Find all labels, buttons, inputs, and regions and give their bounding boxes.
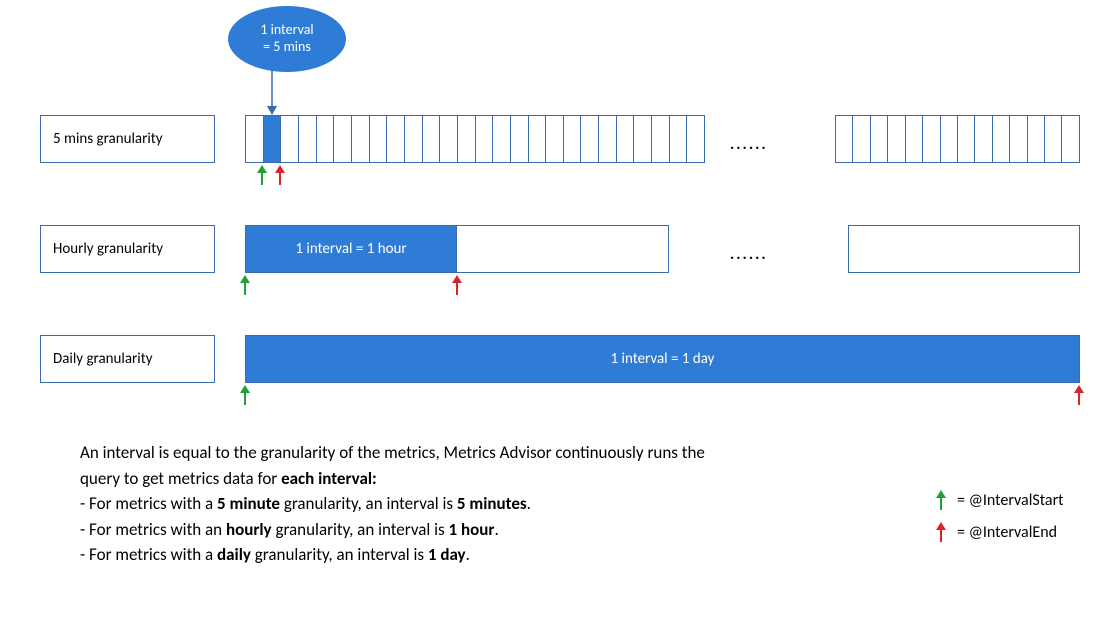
interval-cell [334, 115, 352, 163]
hourly-block-1-text: 1 interval = 1 hour [295, 240, 406, 258]
legend-start-text: = @IntervalStart [957, 491, 1064, 510]
interval-cell [299, 115, 317, 163]
desc-intro2a: query to get metrics data for [80, 468, 281, 489]
d-l3b: daily [217, 544, 251, 565]
interval-cell [975, 115, 992, 163]
d-l2d: 1 hour [449, 519, 495, 540]
daily-block: 1 interval = 1 day [245, 335, 1080, 383]
end-arrow-hourly [451, 275, 463, 300]
label-daily-text: Daily granularity [53, 350, 153, 368]
interval-cell [581, 115, 599, 163]
interval-cell [599, 115, 617, 163]
interval-cell [1010, 115, 1027, 163]
d-l2a: - For metrics with an [80, 519, 226, 540]
interval-cell [670, 115, 688, 163]
d-l2e: . [494, 519, 498, 540]
interval-cell [493, 115, 511, 163]
callout-connector [265, 70, 285, 116]
interval-cell [564, 115, 582, 163]
interval-cell [370, 115, 388, 163]
label-5min-text: 5 mins granularity [53, 130, 163, 148]
description: An interval is equal to the granularity … [80, 440, 880, 568]
interval-cell [317, 115, 335, 163]
interval-cell [1045, 115, 1062, 163]
interval-cell [476, 115, 494, 163]
daily-block-text: 1 interval = 1 day [611, 350, 715, 368]
legend-start-arrow-icon [935, 490, 947, 510]
interval-cell [853, 115, 870, 163]
interval-cell [958, 115, 975, 163]
legend-end-text: = @IntervalEnd [957, 523, 1057, 542]
d-l1c: granularity, an interval is [280, 493, 457, 514]
cells-5min-group2 [835, 115, 1080, 163]
interval-cell [906, 115, 923, 163]
interval-cell [993, 115, 1010, 163]
desc-intro1: An interval is equal to the granularity … [80, 442, 705, 463]
d-l3c: granularity, an interval is [251, 544, 428, 565]
d-l2c: granularity, an interval is [272, 519, 449, 540]
interval-cell [546, 115, 564, 163]
label-hourly: Hourly granularity [40, 225, 215, 273]
interval-cell [387, 115, 405, 163]
interval-cell [281, 115, 299, 163]
label-5min: 5 mins granularity [40, 115, 215, 163]
d-l1b: 5 minute [217, 493, 280, 514]
ellipsis-hourly: ...... [730, 245, 768, 264]
start-arrow-daily [239, 385, 251, 410]
interval-cell [652, 115, 670, 163]
d-l2b: hourly [226, 519, 272, 540]
interval-cell [405, 115, 423, 163]
interval-cell [941, 115, 958, 163]
interval-cell [511, 115, 529, 163]
interval-cell [1062, 115, 1079, 163]
interval-cell [634, 115, 652, 163]
legend-end-arrow-icon [935, 522, 947, 542]
interval-cell [352, 115, 370, 163]
d-l3d: 1 day [428, 544, 466, 565]
interval-cell [529, 115, 547, 163]
interval-cell [458, 115, 476, 163]
end-arrow-5min [274, 165, 286, 190]
ellipsis-5min: ...... [730, 135, 768, 154]
interval-cell [423, 115, 441, 163]
interval-cell [871, 115, 888, 163]
start-arrow-hourly [239, 275, 251, 300]
interval-callout: 1 interval = 5 mins [228, 6, 346, 72]
label-daily: Daily granularity [40, 335, 215, 383]
d-l1e: . [527, 493, 531, 514]
interval-cell [835, 115, 853, 163]
interval-cell [923, 115, 940, 163]
label-hourly-text: Hourly granularity [53, 240, 163, 258]
interval-cell [1028, 115, 1045, 163]
interval-cell [245, 115, 264, 163]
hourly-block-2 [457, 225, 669, 273]
hourly-block-1: 1 interval = 1 hour [245, 225, 457, 273]
cells-5min-group1 [245, 115, 705, 163]
callout-line-2: = 5 mins [263, 39, 311, 56]
d-l3e: . [466, 544, 470, 565]
end-arrow-daily [1073, 385, 1085, 410]
interval-cell [264, 115, 282, 163]
interval-cell [617, 115, 635, 163]
legend-start-row: = @IntervalStart [935, 490, 1064, 510]
interval-cell [687, 115, 705, 163]
start-arrow-5min [256, 165, 268, 190]
interval-cell [440, 115, 458, 163]
legend: = @IntervalStart = @IntervalEnd [935, 490, 1064, 554]
d-l1a: - For metrics with a [80, 493, 217, 514]
legend-end-row: = @IntervalEnd [935, 522, 1064, 542]
d-l1d: 5 minutes [457, 493, 527, 514]
desc-intro2b: each interval: [281, 468, 377, 489]
callout-line-1: 1 interval [260, 22, 313, 39]
interval-cell [888, 115, 905, 163]
d-l3a: - For metrics with a [80, 544, 217, 565]
hourly-block-3 [848, 225, 1080, 273]
